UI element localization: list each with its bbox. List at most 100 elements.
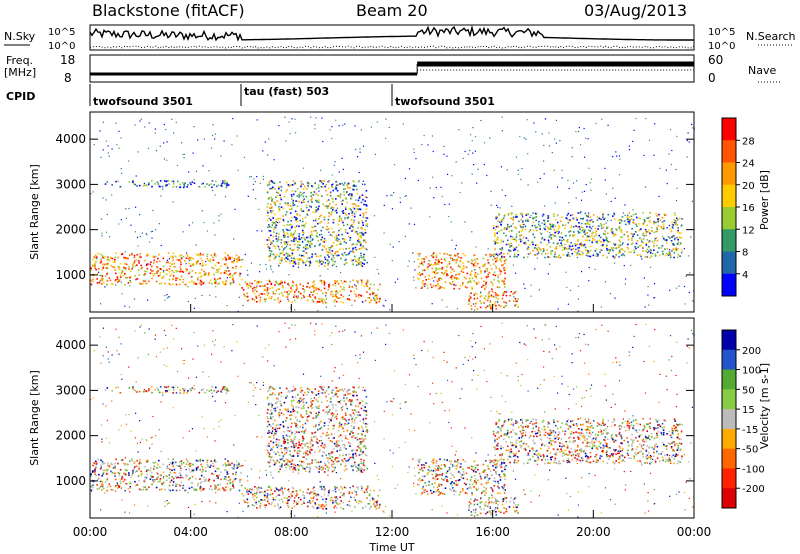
velocity-pixel: [333, 506, 336, 509]
power-pixel: [644, 230, 647, 232]
power-pixel: [267, 292, 270, 295]
power-pixel: [312, 211, 315, 213]
power-noise-pixel: [278, 284, 280, 286]
power-pixel: [556, 230, 558, 232]
power-pixel: [592, 214, 595, 216]
velocity-pixel: [269, 385, 272, 388]
velocity-pixel: [195, 467, 198, 469]
power-pixel: [107, 262, 109, 265]
power-noise-pixel: [168, 296, 170, 298]
power-pixel: [303, 296, 305, 298]
power-noise-pixel: [115, 284, 117, 286]
power-noise-pixel: [665, 169, 667, 171]
power-pixel: [344, 229, 347, 231]
power-pixel: [455, 278, 458, 280]
power-pixel: [288, 284, 290, 287]
power-pixel: [239, 272, 241, 275]
power-pixel: [211, 180, 214, 182]
power-pixel: [494, 292, 497, 294]
power-pixel: [500, 249, 503, 251]
power-pixel: [275, 221, 277, 223]
power-pixel: [434, 276, 436, 279]
power-pixel: [291, 280, 294, 283]
power-pixel: [448, 261, 451, 263]
power-pixel: [526, 248, 529, 250]
power-pixel: [521, 221, 524, 223]
power-pixel: [647, 217, 649, 219]
power-pixel: [272, 291, 274, 293]
power-pixel: [306, 236, 309, 239]
power-colorbar-tick-label: 12: [742, 225, 755, 236]
velocity-pixel: [179, 472, 181, 474]
power-pixel: [180, 275, 183, 278]
power-pixel: [271, 187, 274, 190]
nave-tick-bottom: 0: [708, 71, 716, 85]
power-pixel: [499, 273, 502, 275]
power-pixel: [356, 188, 358, 191]
velocity-pixel: [357, 486, 359, 489]
velocity-pixel: [199, 458, 202, 461]
power-noise-pixel: [292, 240, 294, 242]
power-pixel: [643, 219, 645, 221]
power-pixel: [227, 274, 229, 276]
power-noise-pixel: [391, 208, 393, 210]
power-pixel: [548, 227, 550, 229]
power-pixel: [636, 234, 639, 236]
power-pixel: [569, 219, 571, 221]
velocity-pixel: [92, 464, 94, 467]
power-noise-pixel: [692, 127, 694, 129]
power-pixel: [521, 229, 524, 231]
power-pixel: [513, 255, 516, 258]
power-pixel: [350, 259, 353, 261]
power-pixel: [446, 264, 449, 267]
power-pixel: [639, 254, 641, 256]
power-pixel: [497, 294, 500, 297]
power-noise-pixel: [120, 168, 122, 170]
power-pixel: [526, 218, 529, 221]
power-pixel: [94, 257, 97, 259]
velocity-pixel: [271, 501, 273, 504]
power-pixel: [446, 253, 448, 255]
velocity-pixel: [144, 486, 146, 488]
power-pixel: [347, 187, 349, 189]
power-pixel: [432, 252, 435, 254]
power-pixel: [364, 259, 366, 261]
velocity-pixel: [352, 457, 355, 460]
power-pixel: [278, 233, 280, 235]
velocity-pixel: [327, 491, 330, 494]
power-pixel: [211, 266, 213, 269]
power-pixel: [363, 263, 365, 265]
power-pixel: [271, 200, 273, 202]
velocity-pixel: [345, 487, 347, 489]
power-pixel: [541, 237, 544, 239]
velocity-pixel: [229, 462, 231, 465]
power-pixel: [94, 262, 96, 265]
velocity-pixel: [318, 450, 321, 453]
velocity-pixel: [123, 464, 126, 466]
power-pixel: [576, 243, 578, 246]
power-noise-pixel: [319, 275, 321, 277]
power-pixel: [348, 207, 351, 210]
power-noise-pixel: [413, 261, 415, 263]
power-noise-pixel: [577, 247, 579, 249]
power-pixel: [361, 219, 363, 222]
power-pixel: [117, 180, 119, 183]
velocity-pixel: [308, 492, 311, 495]
power-pixel: [352, 279, 354, 282]
velocity-pixel: [114, 475, 116, 477]
power-pixel: [335, 184, 338, 186]
power-pixel: [465, 277, 467, 280]
velocity-pixel: [332, 466, 334, 468]
power-pixel: [443, 287, 446, 289]
power-pixel: [647, 231, 649, 233]
power-pixel: [270, 234, 272, 237]
power-noise-pixel: [440, 186, 442, 188]
power-pixel: [292, 284, 294, 287]
power-pixel: [327, 228, 330, 230]
power-pixel: [360, 235, 363, 237]
power-pixel: [280, 189, 283, 192]
velocity-pixel: [223, 478, 226, 480]
velocity-pixel: [165, 467, 168, 470]
velocity-pixel: [172, 484, 174, 486]
power-pixel: [430, 263, 433, 266]
